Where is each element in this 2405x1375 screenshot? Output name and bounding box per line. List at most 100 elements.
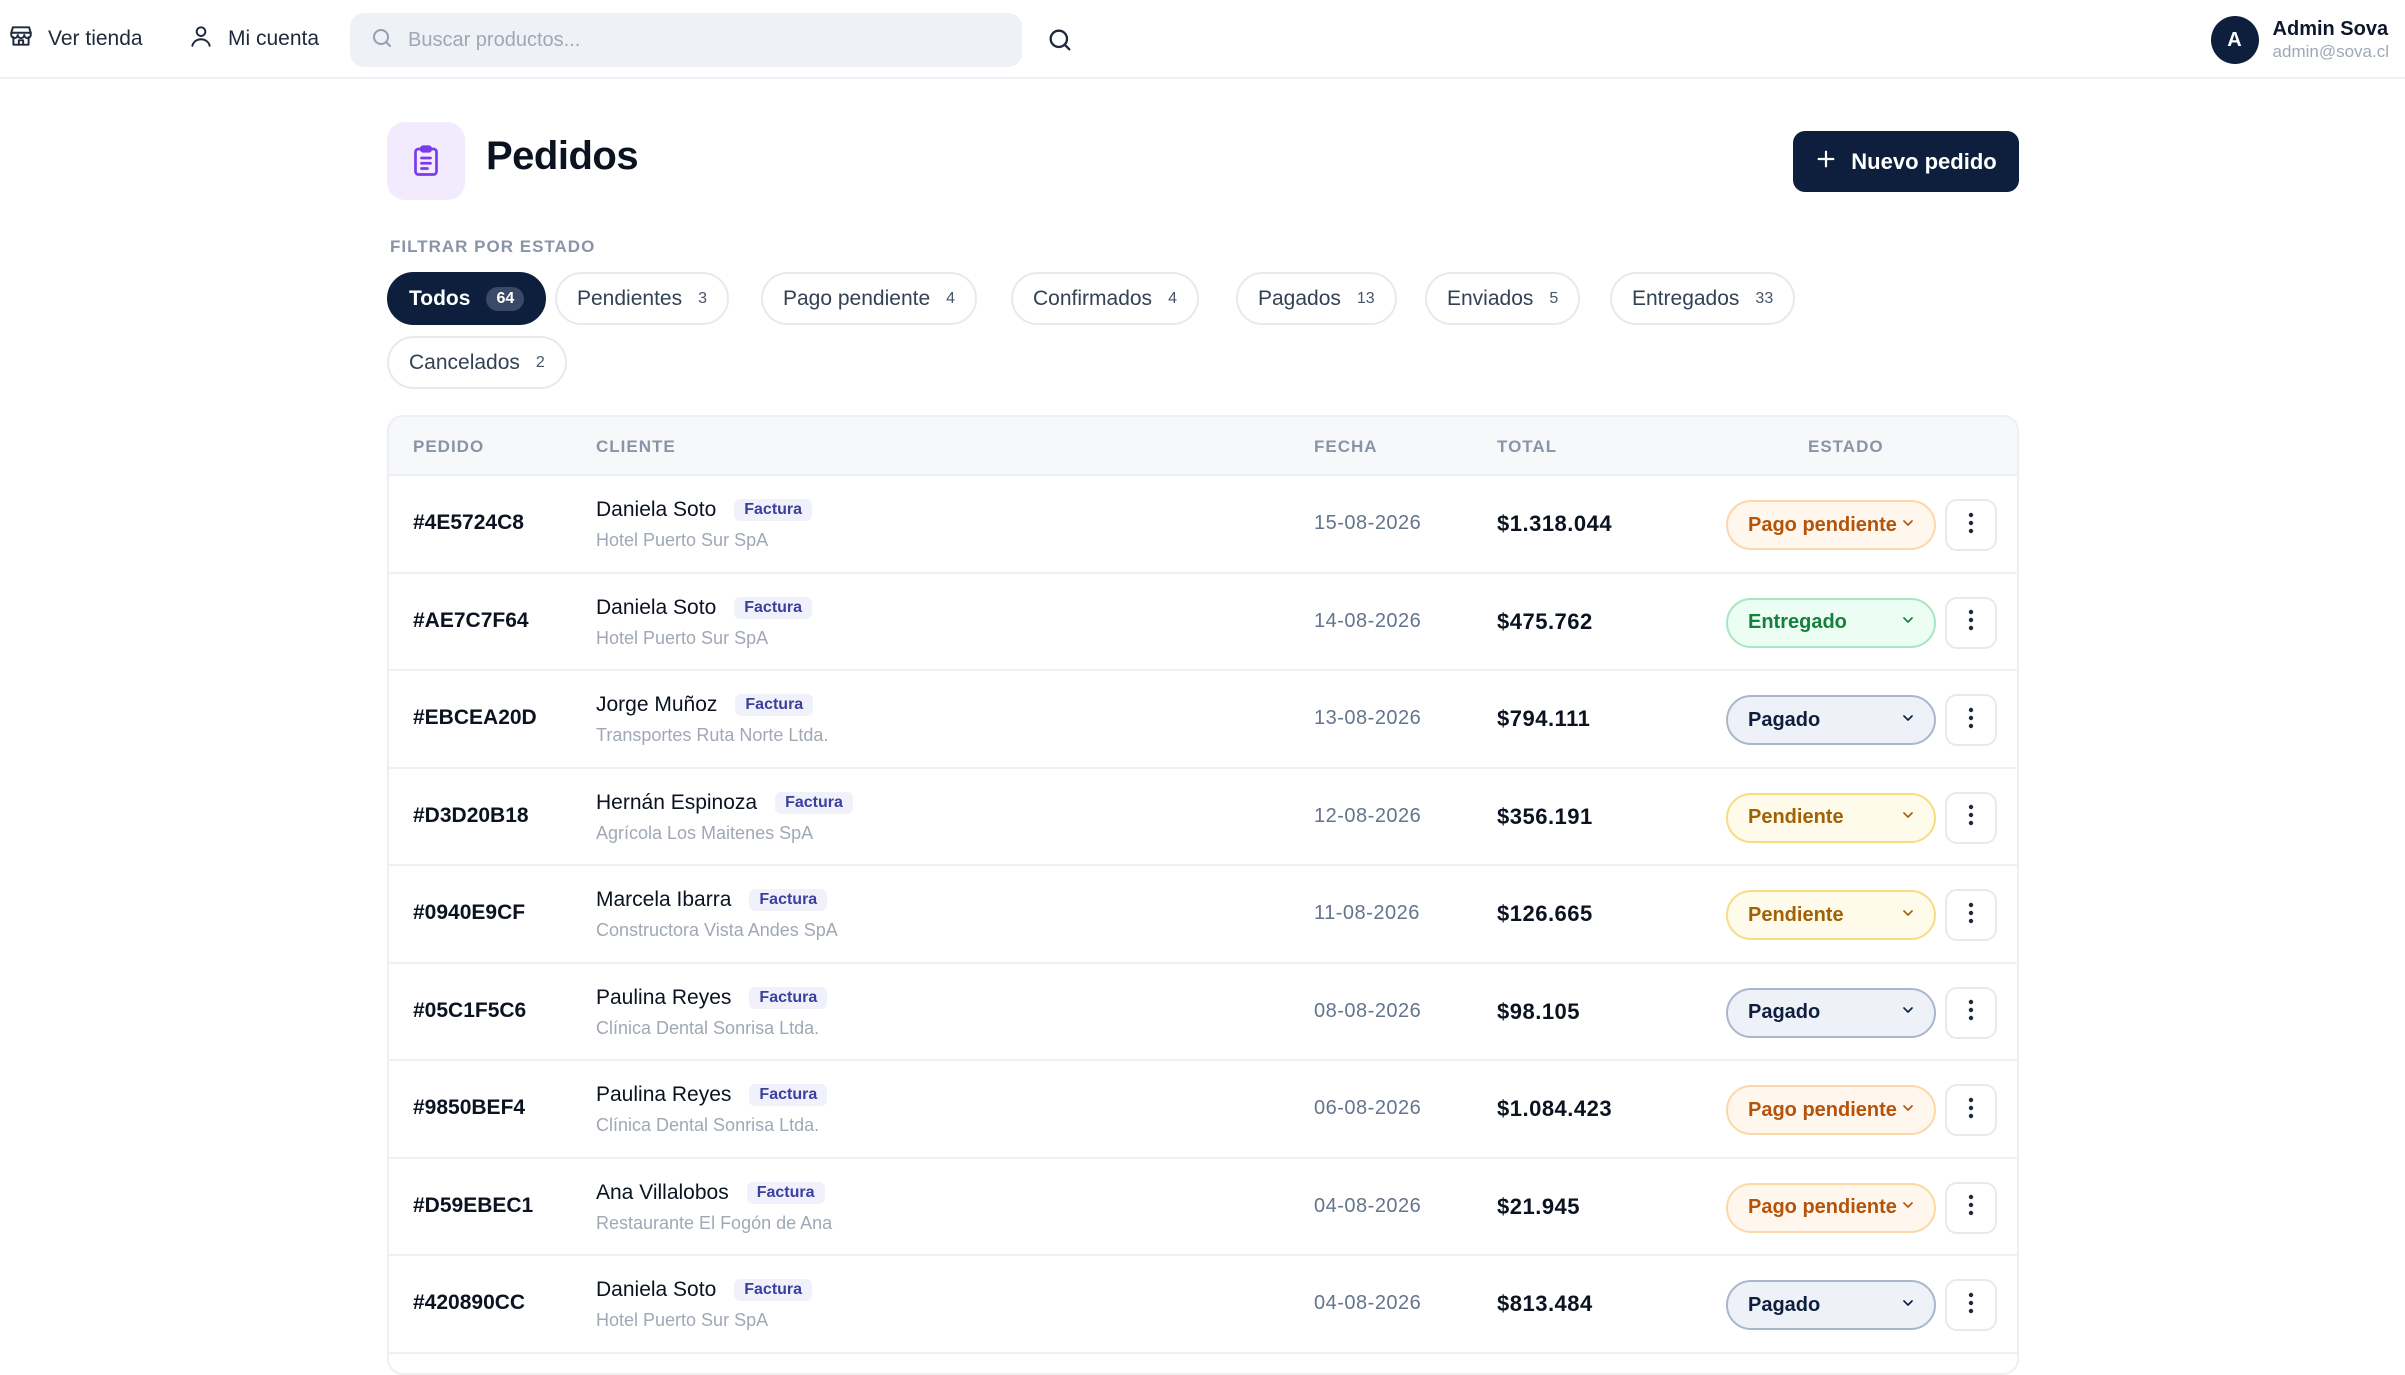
user-name: Admin Sova (2272, 18, 2389, 40)
company-name: Constructora Vista Andes SpA (596, 920, 838, 940)
table-row[interactable]: #9850BEF4 Paulina Reyes Factura Clínica … (389, 1061, 2017, 1159)
order-date: 14-08-2026 (1314, 609, 1422, 632)
client-name: Jorge Muñoz (596, 693, 718, 716)
row-actions-button[interactable] (1945, 1181, 1997, 1234)
status-dropdown[interactable]: Pago pendiente (1726, 500, 1936, 550)
client-name: Daniela Soto (596, 498, 717, 521)
table-row[interactable]: #AE7C7F64 Daniela Soto Factura Hotel Pue… (389, 574, 2017, 671)
new-order-button[interactable]: Nuevo pedido (1793, 131, 2019, 192)
status-dropdown[interactable]: Pago pendiente (1726, 1085, 1936, 1135)
row-actions-button[interactable] (1945, 1279, 1997, 1331)
header-total[interactable]: TOTAL (1497, 437, 1558, 456)
company-name: Hotel Puerto Sur SpA (596, 627, 769, 648)
account-link[interactable]: Mi cuenta (188, 22, 319, 56)
row-actions-button[interactable] (1945, 889, 1997, 941)
search-submit-icon[interactable] (1046, 26, 1074, 54)
filter-chip-todos[interactable]: Todos 64 (387, 272, 547, 325)
filter-chip-label: Entregados (1632, 286, 1740, 310)
filter-chip-pagados[interactable]: Pagados 13 (1236, 272, 1397, 325)
status-dropdown[interactable]: Pago pendiente (1726, 1182, 1936, 1233)
table-row[interactable]: #420890CC Daniela Soto Factura Hotel Pue… (389, 1256, 2017, 1354)
filter-chip-count: 3 (698, 289, 707, 307)
table-row[interactable]: #D3D20B18 Hernán Espinoza Factura Agríco… (389, 769, 2017, 866)
status-dropdown[interactable]: Entregado (1726, 597, 1936, 648)
client-cell: Daniela Soto Factura Hotel Puerto Sur Sp… (596, 498, 813, 551)
status-dropdown[interactable]: Pagado (1726, 1280, 1936, 1330)
client-name: Paulina Reyes (596, 1083, 732, 1106)
order-date: 04-08-2026 (1314, 1194, 1422, 1217)
status-label: Entregado (1748, 611, 1847, 633)
row-actions-button[interactable] (1945, 694, 1997, 746)
filter-chip-count: 4 (946, 289, 956, 307)
filter-chip-enviados[interactable]: Enviados 5 (1425, 272, 1581, 325)
row-actions-button[interactable] (1945, 499, 1997, 551)
table-row[interactable]: #4E5724C8 Daniela Soto Factura Hotel Pue… (389, 476, 2017, 574)
store-link[interactable]: Ver tienda (8, 22, 143, 56)
filter-chip-label: Cancelados (409, 350, 520, 374)
client-cell: Daniela Soto Factura Hotel Puerto Sur Sp… (596, 596, 813, 649)
row-actions-button[interactable] (1945, 791, 1997, 844)
more-vertical-icon (1968, 1194, 1974, 1221)
status-label: Pendiente (1748, 806, 1844, 828)
order-id[interactable]: #EBCEA20D (413, 706, 537, 729)
order-total: $813.484 (1497, 1291, 1593, 1316)
plus-icon (1815, 148, 1837, 176)
more-vertical-icon (1968, 902, 1974, 929)
more-vertical-icon (1968, 707, 1974, 734)
status-dropdown[interactable]: Pagado (1726, 987, 1936, 1038)
order-id[interactable]: #05C1F5C6 (413, 998, 527, 1022)
table-row[interactable]: #0940E9CF Marcela Ibarra Factura Constru… (389, 866, 2017, 964)
table-row[interactable]: #D59EBEC1 Ana Villalobos Factura Restaur… (389, 1159, 2017, 1256)
filter-chip-confirmados[interactable]: Confirmados 4 (1011, 272, 1199, 325)
status-dropdown[interactable]: Pagado (1726, 695, 1936, 745)
avatar: A (2210, 16, 2259, 64)
order-id[interactable]: #0940E9CF (413, 901, 526, 924)
order-id[interactable]: #9850BEF4 (413, 1096, 526, 1119)
client-cell: Marcela Ibarra Factura Constructora Vist… (596, 888, 838, 941)
row-actions-button[interactable] (1945, 596, 1997, 649)
search-input[interactable] (408, 28, 1008, 52)
table-row[interactable]: #05C1F5C6 Paulina Reyes Factura Clínica … (389, 964, 2017, 1061)
store-link-label: Ver tienda (48, 27, 143, 50)
order-id[interactable]: #4E5724C8 (413, 511, 524, 534)
header-date[interactable]: FECHA (1314, 437, 1378, 456)
filter-chip-cancelados[interactable]: Cancelados 2 (387, 336, 567, 389)
account-link-label: Mi cuenta (228, 27, 320, 50)
filter-chip-entregados[interactable]: Entregados 33 (1610, 272, 1796, 325)
order-total: $794.111 (1497, 706, 1591, 731)
status-dropdown[interactable]: Pendiente (1726, 890, 1936, 940)
chevron-down-icon (1900, 611, 1916, 634)
order-total: $356.191 (1497, 803, 1593, 829)
clipboard-icon (387, 122, 465, 200)
row-actions-button[interactable] (1945, 1084, 1997, 1136)
order-date: 06-08-2026 (1314, 1097, 1422, 1119)
status-label: Pago pendiente (1748, 513, 1897, 536)
filter-chip-pago-pendiente[interactable]: Pago pendiente 4 (761, 272, 978, 325)
chevron-down-icon (1900, 709, 1916, 732)
order-id[interactable]: #AE7C7F64 (413, 608, 529, 632)
filter-chip-pendientes[interactable]: Pendientes 3 (555, 272, 729, 325)
invoice-tag: Factura (749, 1084, 828, 1106)
user-menu[interactable]: A Admin Sova admin@sova.cl (2210, 15, 2389, 65)
orders-table: PEDIDO CLIENTE FECHA TOTAL ESTADO #4E572… (387, 415, 2019, 1375)
page-title: Pedidos (486, 134, 639, 178)
order-id[interactable]: #D3D20B18 (413, 803, 529, 827)
top-bar: Ver tienda Mi cuenta A Admin Sova admin@… (0, 0, 2405, 79)
chevron-down-icon (1900, 1294, 1916, 1317)
header-status[interactable]: ESTADO (1808, 437, 1884, 456)
filter-chip-label: Todos (409, 286, 471, 310)
status-label: Pago pendiente (1748, 1098, 1897, 1121)
row-actions-button[interactable] (1945, 986, 1997, 1039)
invoice-tag: Factura (734, 499, 813, 521)
header-order[interactable]: PEDIDO (413, 437, 485, 456)
status-label: Pagado (1748, 1001, 1821, 1023)
order-id[interactable]: #420890CC (413, 1291, 526, 1314)
header-client[interactable]: CLIENTE (596, 437, 676, 456)
client-name: Marcela Ibarra (596, 888, 732, 911)
order-total: $1.318.044 (1497, 511, 1613, 536)
client-cell: Daniela Soto Factura Hotel Puerto Sur Sp… (596, 1278, 813, 1331)
table-row[interactable]: #EBCEA20D Jorge Muñoz Factura Transporte… (389, 671, 2017, 769)
user-icon (188, 23, 214, 55)
order-id[interactable]: #D59EBEC1 (413, 1193, 534, 1217)
status-dropdown[interactable]: Pendiente (1726, 792, 1936, 843)
